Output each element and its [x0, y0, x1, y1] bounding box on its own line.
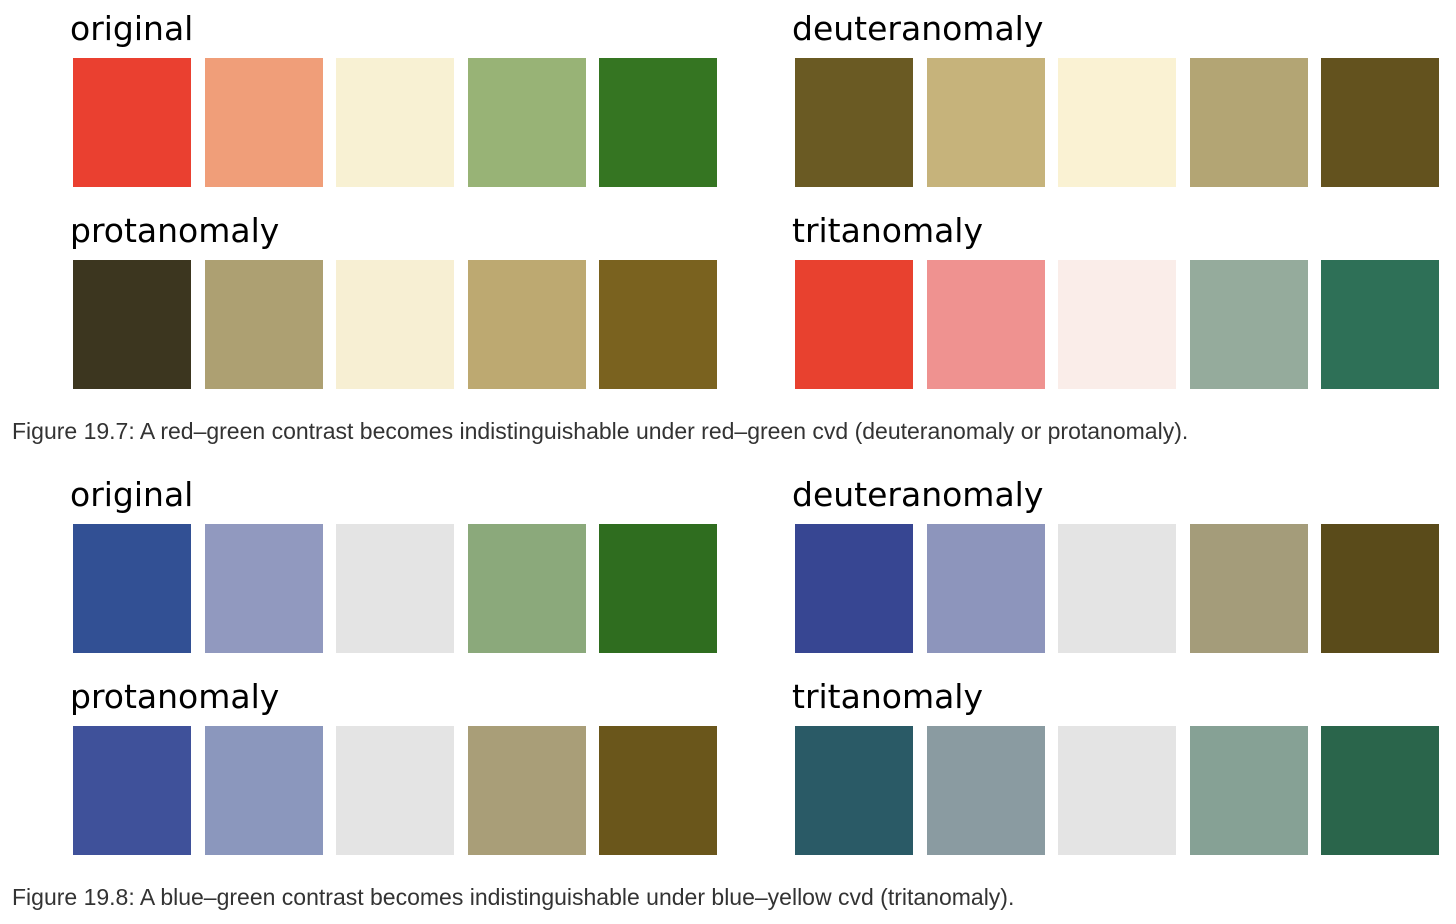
color-swatch — [73, 524, 191, 653]
panel-label: protanomaly — [70, 677, 280, 716]
panel-label: tritanomaly — [792, 677, 984, 716]
color-swatch — [1058, 524, 1176, 653]
color-swatch — [927, 260, 1045, 389]
color-swatch — [795, 58, 913, 187]
panel-label: original — [70, 9, 194, 48]
color-swatch — [205, 524, 323, 653]
color-swatch — [1058, 260, 1176, 389]
color-swatch — [599, 726, 717, 855]
color-swatch — [1321, 260, 1439, 389]
color-swatch — [336, 524, 454, 653]
color-swatch — [1321, 58, 1439, 187]
color-swatch — [1190, 524, 1308, 653]
color-swatch — [795, 726, 913, 855]
color-swatch — [336, 726, 454, 855]
color-swatch — [468, 524, 586, 653]
color-swatch — [73, 260, 191, 389]
panel-label: original — [70, 475, 194, 514]
color-swatch — [336, 58, 454, 187]
color-swatch — [927, 58, 1045, 187]
color-swatch — [927, 524, 1045, 653]
color-swatch — [468, 726, 586, 855]
color-swatch — [1058, 58, 1176, 187]
panel-label: deuteranomaly — [792, 9, 1044, 48]
color-swatch — [1190, 58, 1308, 187]
figure-caption: Figure 19.8: A blue–green contrast becom… — [12, 884, 1015, 910]
color-swatch — [599, 524, 717, 653]
color-swatch — [599, 260, 717, 389]
color-swatch — [1321, 726, 1439, 855]
color-swatch — [795, 260, 913, 389]
color-swatch — [599, 58, 717, 187]
color-swatch — [1190, 726, 1308, 855]
color-swatch — [1190, 260, 1308, 389]
color-swatch — [336, 260, 454, 389]
color-swatch — [468, 58, 586, 187]
color-swatch — [205, 726, 323, 855]
color-swatch — [205, 260, 323, 389]
color-swatch — [205, 58, 323, 187]
figure-caption: Figure 19.7: A red–green contrast become… — [12, 418, 1189, 444]
color-swatch — [927, 726, 1045, 855]
color-swatch — [73, 58, 191, 187]
panel-label: tritanomaly — [792, 211, 984, 250]
color-swatch — [1058, 726, 1176, 855]
color-swatch — [1321, 524, 1439, 653]
color-swatch — [73, 726, 191, 855]
color-swatch — [795, 524, 913, 653]
panel-label: protanomaly — [70, 211, 280, 250]
color-swatch — [468, 260, 586, 389]
panel-label: deuteranomaly — [792, 475, 1044, 514]
